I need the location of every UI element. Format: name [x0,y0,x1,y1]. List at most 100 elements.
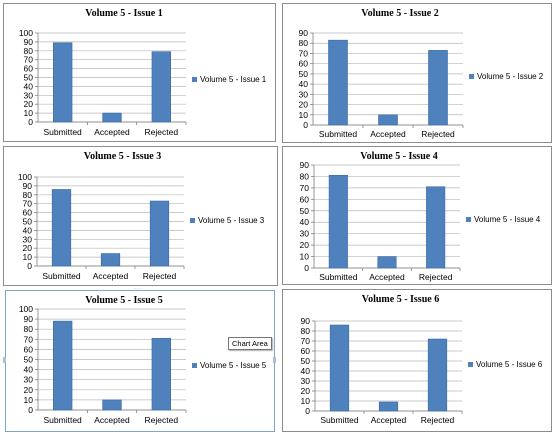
y-tick-label: 60 [299,59,309,69]
y-tick-label: 0 [28,405,33,415]
y-tick-label: 90 [23,181,33,191]
chart-panel-issue-6[interactable]: Volume 5 - Issue 6 0 10 20 30 40 50 60 70 80 90 Sub… [282,289,552,432]
bar-rejected [426,186,446,269]
x-tick-label: Accepted [94,127,130,137]
x-tick-label: Submitted [320,415,359,425]
bar-submitted [52,42,73,123]
y-tick-label: 30 [300,229,310,239]
legend-swatch [466,217,471,222]
resize-handle-top[interactable]: ··· [134,286,143,292]
chart-panel-issue-1[interactable]: Volume 5 - Issue 1 0 10 20 30 40 50 60 70 80 90 100… [3,3,276,142]
y-tick-label: 80 [299,38,309,48]
y-tick-label: 90 [24,37,34,47]
y-tick-label: 60 [24,344,34,354]
y-tick-label: 10 [24,395,34,405]
x-tick-label: Accepted [369,272,405,282]
chart-area-tooltip: Chart Area [228,337,272,350]
legend-label: Volume 5 - Issue 3 [198,216,265,225]
y-tick-label: 20 [24,99,34,109]
y-tick-label: 80 [24,324,34,334]
bar-accepted [378,114,398,126]
y-tick-label: 0 [303,120,308,130]
y-tick-label: 80 [23,190,33,200]
x-tick-label: Accepted [370,129,406,139]
x-tick-label: Submitted [319,272,358,282]
y-tick-label: 40 [23,225,33,235]
legend-swatch [192,363,197,368]
resize-handle-right[interactable] [273,357,276,363]
legend-label: Volume 5 - Issue 4 [474,215,541,224]
x-tick-label: Rejected [421,129,455,139]
chart-issue-3: Volume 5 - Issue 3 0102030405060708090100… [18,151,265,281]
y-tick-label: 70 [299,48,309,58]
y-tick-label: 100 [18,172,32,182]
bar-rejected [151,51,172,123]
y-tick-label: 20 [24,385,34,395]
y-tick-label: 50 [24,355,34,365]
y-tick-label: 70 [300,183,310,193]
bar-accepted [102,112,122,123]
bar-submitted [52,320,73,411]
legend-label: Volume 5 - Issue 6 [476,360,543,369]
y-tick-label: 30 [24,90,34,100]
bar-submitted [328,39,348,126]
resize-handle-left[interactable] [3,357,6,363]
y-tick-label: 50 [299,69,309,79]
chart-title: Volume 5 - Issue 3 [84,151,161,162]
bar-submitted [329,324,350,412]
y-tick-label: 80 [24,46,34,56]
chart-issue-5: Volume 5 - Issue 5 0102030405060708090100… [19,295,267,425]
y-tick-label: 60 [24,64,34,74]
bar-accepted [102,399,122,411]
y-tick-label: 70 [301,336,311,346]
y-tick-label: 50 [301,356,311,366]
bar-accepted [378,401,399,412]
y-tick-label: 40 [24,365,34,375]
y-tick-label: 0 [305,406,310,416]
legend-label: Volume 5 - Issue 5 [200,361,267,370]
chart-panel-issue-4[interactable]: Volume 5 - Issue 4 0 10 20 30 40 50 60 70 80 90 Sub… [282,146,552,285]
x-tick-label: Rejected [145,127,179,137]
y-tick-label: 0 [28,117,33,127]
chart-panel-issue-2[interactable]: Volume 5 - Issue 2 0 10 20 30 40 50 60 70 80 90 Sub… [282,3,552,143]
y-tick-label: 70 [24,55,34,65]
y-tick-label: 0 [304,263,309,273]
x-tick-label: Accepted [94,415,130,425]
y-tick-label: 60 [23,208,33,218]
y-tick-label: 70 [23,199,33,209]
y-tick-label: 50 [23,217,33,227]
y-tick-label: 10 [301,396,311,406]
x-tick-label: Rejected [419,272,453,282]
y-tick-label: 60 [301,346,311,356]
x-tick-label: Submitted [42,271,81,281]
x-tick-label: Submitted [319,129,358,139]
y-tick-label: 80 [301,326,311,336]
bar-submitted [328,174,348,269]
bar-submitted [51,189,72,267]
legend-swatch [192,77,197,82]
y-tick-label: 50 [300,206,310,216]
y-tick-label: 10 [299,110,309,120]
chart-title: Volume 5 - Issue 5 [85,295,162,306]
x-tick-label: Accepted [371,415,407,425]
y-tick-label: 40 [299,79,309,89]
chart-title: Volume 5 - Issue 6 [362,294,439,305]
y-tick-label: 20 [299,100,309,110]
chart-panel-issue-3[interactable]: Volume 5 - Issue 3 0 10 20 30 40 50 60 70 80 90 100… [3,146,278,286]
y-tick-label: 20 [301,386,311,396]
y-tick-label: 80 [300,171,310,181]
x-tick-label: Rejected [145,415,179,425]
x-tick-label: Accepted [93,271,129,281]
chart-issue-1: Volume 5 - Issue 1 0102030405060708090100… [19,8,267,137]
bar-accepted [100,253,121,267]
y-tick-label: 20 [300,240,310,250]
y-tick-label: 100 [19,304,33,314]
resize-handle-bottom[interactable]: ··· [134,429,143,435]
bar-rejected [149,200,170,267]
chart-panel-issue-5[interactable]: Volume 5 - Issue 5 0 10 20 30 40 50 60 70 80 90 100… [5,290,275,432]
y-tick-label: 90 [299,28,309,38]
y-tick-label: 10 [24,108,34,118]
